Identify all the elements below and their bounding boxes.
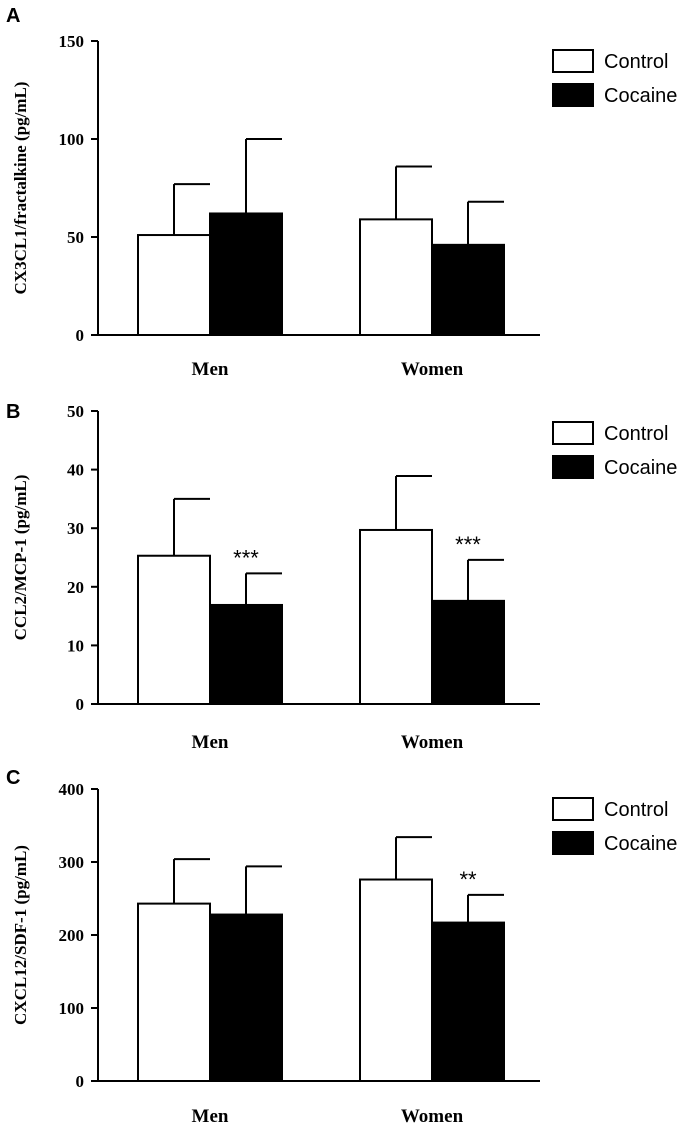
legend-label-control: Control [604, 423, 668, 445]
significance-marker: ** [459, 867, 477, 892]
y-axis-label: CXCL12/SDF-1 (pg/mL) [11, 845, 30, 1025]
chart-panel-b: B CCL2/MCP-1 (pg/mL) 0 10 20 30 40 50 *** Men *** W… [6, 401, 677, 753]
x-category-label: Women [401, 1106, 464, 1127]
y-tick-label: 200 [59, 926, 85, 945]
legend-label-control: Control [604, 51, 668, 73]
y-tick-label: 40 [67, 461, 84, 480]
bar-control-men [137, 554, 211, 705]
y-tick-label: 400 [59, 780, 85, 799]
legend-swatch-control [552, 49, 594, 73]
bar-control-men [137, 234, 211, 336]
x-category-label: Women [401, 359, 464, 380]
legend-label-cocaine: Cocaine [604, 85, 677, 107]
y-axis-label: CX3CL1/fractalkine (pg/mL) [11, 82, 30, 295]
chart-panel-a: A CX3CL1/fractalkine (pg/mL) 0 50 100 150 Men W… [6, 5, 677, 380]
y-tick-label: 150 [59, 32, 85, 51]
bar-cocaine-men [209, 913, 283, 1082]
y-tick-label: 30 [67, 519, 84, 538]
x-category-label: Men [192, 732, 229, 753]
bar-cocaine-women [431, 243, 505, 336]
x-category-label: Women [401, 732, 464, 753]
bar-cocaine-women [431, 921, 505, 1083]
y-tick-label: 100 [59, 130, 85, 149]
bar-control-women [359, 878, 433, 1083]
bar-control-women [359, 218, 433, 336]
legend-swatch-cocaine [552, 455, 594, 479]
x-category-label: Men [192, 359, 229, 380]
bar-control-women [359, 528, 433, 706]
legend-swatch-cocaine [552, 831, 594, 855]
panel-letter: A [6, 5, 20, 27]
significance-marker: *** [233, 545, 259, 570]
bar-cocaine-men [209, 603, 283, 705]
y-tick-label: 100 [59, 999, 85, 1018]
bar-cocaine-women [431, 599, 505, 706]
y-axis-label: CCL2/MCP-1 (pg/mL) [11, 475, 30, 641]
y-tick-label: 50 [67, 402, 84, 421]
y-tick-label: 0 [76, 326, 85, 345]
panel-letter: C [6, 767, 20, 789]
legend-label-cocaine: Cocaine [604, 457, 677, 479]
legend-swatch-control [552, 421, 594, 445]
y-tick-label: 50 [67, 228, 84, 247]
y-tick-label: 300 [59, 853, 85, 872]
bar-cocaine-men [209, 212, 283, 336]
bar-control-men [137, 902, 211, 1082]
y-tick-label: 20 [67, 578, 84, 597]
legend-swatch-cocaine [552, 83, 594, 107]
panel-letter: B [6, 401, 20, 423]
y-tick-label: 0 [76, 695, 85, 714]
y-tick-label: 0 [76, 1072, 85, 1091]
x-category-label: Men [192, 1106, 229, 1127]
significance-marker: *** [455, 532, 481, 557]
legend-label-control: Control [604, 799, 668, 821]
legend-swatch-control [552, 797, 594, 821]
y-tick-label: 10 [67, 636, 84, 655]
chart-panel-c: C CXCL12/SDF-1 (pg/mL) 0 100 200 300 400 Men ** W… [6, 767, 677, 1127]
legend-label-cocaine: Cocaine [604, 833, 677, 855]
